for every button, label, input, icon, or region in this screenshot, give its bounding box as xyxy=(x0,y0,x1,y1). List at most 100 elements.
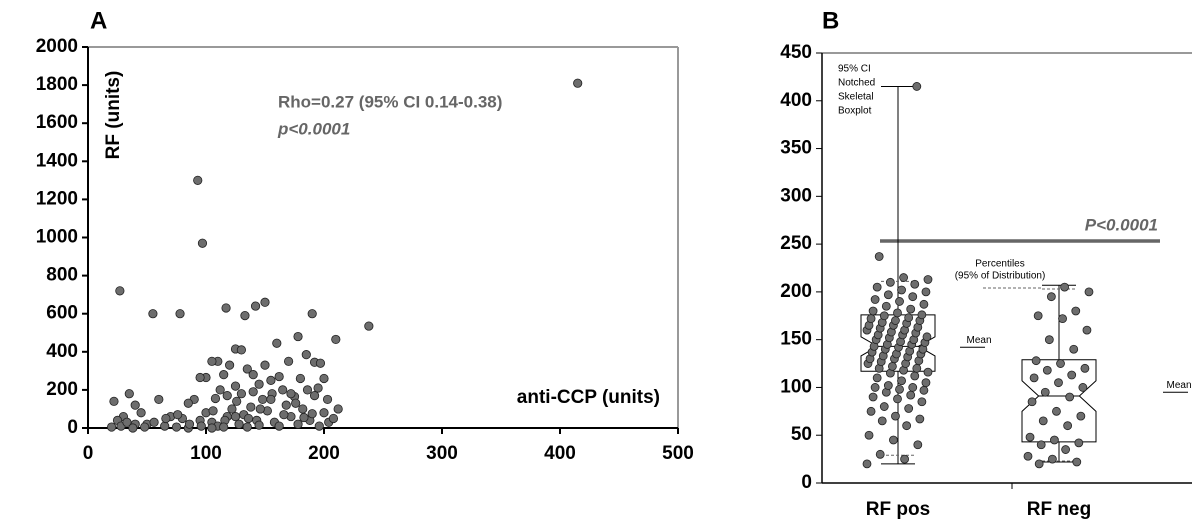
point xyxy=(193,175,203,185)
y-tick-label: 350 xyxy=(780,138,812,159)
point xyxy=(923,275,933,284)
point xyxy=(888,362,897,371)
point xyxy=(897,285,906,295)
note: (95% of Distribution) xyxy=(955,271,1046,282)
point xyxy=(314,421,324,431)
point xyxy=(1034,459,1044,469)
point xyxy=(242,364,252,374)
point xyxy=(322,394,333,405)
y-tick-label: 0 xyxy=(67,417,78,438)
point xyxy=(107,422,117,432)
point xyxy=(109,396,119,406)
point xyxy=(274,371,284,382)
point xyxy=(573,78,583,88)
point xyxy=(161,413,171,424)
point xyxy=(1052,406,1061,416)
y-tick-label: 400 xyxy=(780,90,812,111)
y-tick-label: 150 xyxy=(780,329,812,350)
point xyxy=(908,292,918,302)
point xyxy=(1036,440,1046,450)
point xyxy=(875,449,885,459)
point xyxy=(1076,411,1086,421)
significance: P<0.0001 xyxy=(1085,215,1158,234)
point xyxy=(184,419,195,429)
point xyxy=(908,383,918,392)
point xyxy=(1084,287,1094,297)
point xyxy=(906,304,916,314)
point xyxy=(1080,363,1090,373)
point xyxy=(258,394,268,405)
point xyxy=(883,381,893,390)
y-tick-label: 1800 xyxy=(36,74,78,95)
point xyxy=(197,238,208,248)
point xyxy=(295,373,305,384)
y-tick-label: 200 xyxy=(780,281,812,302)
point xyxy=(1065,392,1075,402)
point xyxy=(1054,378,1063,388)
point xyxy=(307,409,317,419)
point xyxy=(1078,383,1088,392)
point xyxy=(1047,454,1057,464)
point xyxy=(140,422,150,432)
point xyxy=(254,420,264,430)
point xyxy=(278,385,288,395)
point xyxy=(225,360,235,370)
point xyxy=(919,385,929,395)
point xyxy=(1029,373,1039,383)
y-tick-label: 600 xyxy=(46,303,78,324)
y-tick-label: 2000 xyxy=(36,36,78,57)
point xyxy=(893,394,902,404)
y-tick-label: 1000 xyxy=(36,227,78,248)
point xyxy=(913,440,923,450)
point xyxy=(879,311,889,321)
point xyxy=(248,387,258,397)
point xyxy=(227,404,237,414)
point xyxy=(315,358,326,368)
point xyxy=(230,411,241,422)
point xyxy=(293,419,303,429)
point xyxy=(864,430,874,440)
point xyxy=(910,371,920,381)
point xyxy=(266,394,276,405)
point xyxy=(868,392,878,402)
y-tick-label: 400 xyxy=(46,341,78,362)
panel-label: B xyxy=(822,7,839,34)
point xyxy=(255,404,265,414)
point xyxy=(862,459,872,469)
point xyxy=(243,413,254,424)
point xyxy=(234,419,244,429)
point xyxy=(891,316,900,325)
point xyxy=(1082,325,1092,335)
point xyxy=(897,376,906,386)
point xyxy=(128,423,138,433)
point xyxy=(219,370,229,380)
point xyxy=(183,398,193,408)
point xyxy=(210,393,221,404)
x-tick-label: 0 xyxy=(83,443,94,464)
point xyxy=(889,435,898,445)
point xyxy=(870,383,880,392)
point xyxy=(248,370,258,380)
point xyxy=(1031,356,1041,366)
point xyxy=(242,422,252,432)
point xyxy=(319,373,329,384)
point xyxy=(1023,451,1033,461)
y-tick-label: 1600 xyxy=(36,112,78,133)
y-tick-label: 100 xyxy=(780,376,812,397)
point xyxy=(866,314,876,324)
point xyxy=(281,400,291,410)
point xyxy=(236,389,246,399)
y-tick-label: 450 xyxy=(780,42,812,63)
x-tick-label: 300 xyxy=(426,443,458,464)
point xyxy=(260,360,270,370)
point xyxy=(1027,397,1037,407)
point xyxy=(196,421,206,431)
point xyxy=(291,398,301,408)
point xyxy=(307,309,317,319)
y-tick-label: 800 xyxy=(46,265,78,286)
point xyxy=(160,421,170,431)
point xyxy=(917,397,927,407)
point xyxy=(266,375,276,385)
x-tick-label: 100 xyxy=(190,443,222,464)
